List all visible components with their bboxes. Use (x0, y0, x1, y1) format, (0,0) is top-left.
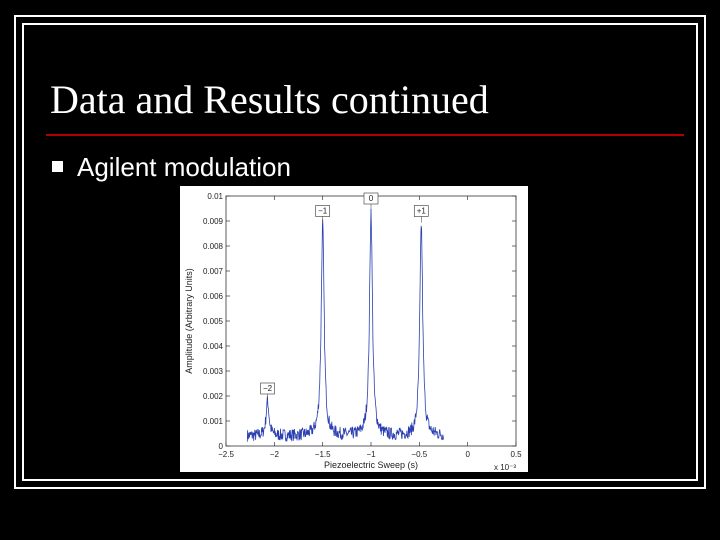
x-tick-label: −1.5 (315, 450, 331, 459)
y-tick-label: 0.004 (203, 342, 224, 351)
bullet-text: Agilent modulation (77, 152, 291, 182)
peak-label: −1 (318, 207, 328, 216)
x-tick-label: −2.5 (218, 450, 234, 459)
slide-outer-border (14, 15, 706, 489)
peak-label: +1 (417, 207, 427, 216)
y-tick-label: 0.009 (203, 217, 224, 226)
y-tick-label: 0.008 (203, 242, 224, 251)
x-tick-label: 0 (465, 450, 470, 459)
y-tick-label: 0.002 (203, 392, 224, 401)
square-bullet-icon (52, 161, 63, 172)
x-axis-label: Piezoelectric Sweep (s) (324, 460, 418, 470)
y-axis-label: Amplitude (Arbitrary Units) (184, 268, 194, 374)
signal-trace (246, 208, 444, 442)
spectrum-plot: 0 0.001 0.002 0.003 0.004 0.005 0.006 0.007 0.00… (184, 192, 522, 472)
x-tick-label: −2 (270, 450, 280, 459)
plot-area-frame (225, 195, 517, 447)
y-tick-label: 0 (219, 442, 224, 451)
y-tick-label: 0.006 (203, 292, 224, 301)
y-tick-label: 0.003 (203, 367, 224, 376)
y-tick-label: 0.01 (207, 192, 223, 201)
peak-label: 0 (369, 194, 374, 203)
y-tick-label: 0.007 (203, 267, 224, 276)
x-axis-multiplier: x 10⁻³ (494, 463, 516, 472)
peak-label: −2 (263, 384, 273, 393)
title-divider (46, 134, 684, 136)
y-tick-label: 0.001 (203, 417, 224, 426)
slide-inner-border (22, 23, 698, 481)
y-tick-label: 0.005 (203, 317, 224, 326)
x-tick-label: −1 (366, 450, 376, 459)
plot-figure: 0 0.001 0.002 0.003 0.004 0.005 0.006 0.007 0.00… (180, 186, 528, 472)
x-tick-label: −0.5 (411, 450, 427, 459)
slide-title: Data and Results continued (50, 77, 489, 122)
x-tick-label: 0.5 (510, 450, 522, 459)
